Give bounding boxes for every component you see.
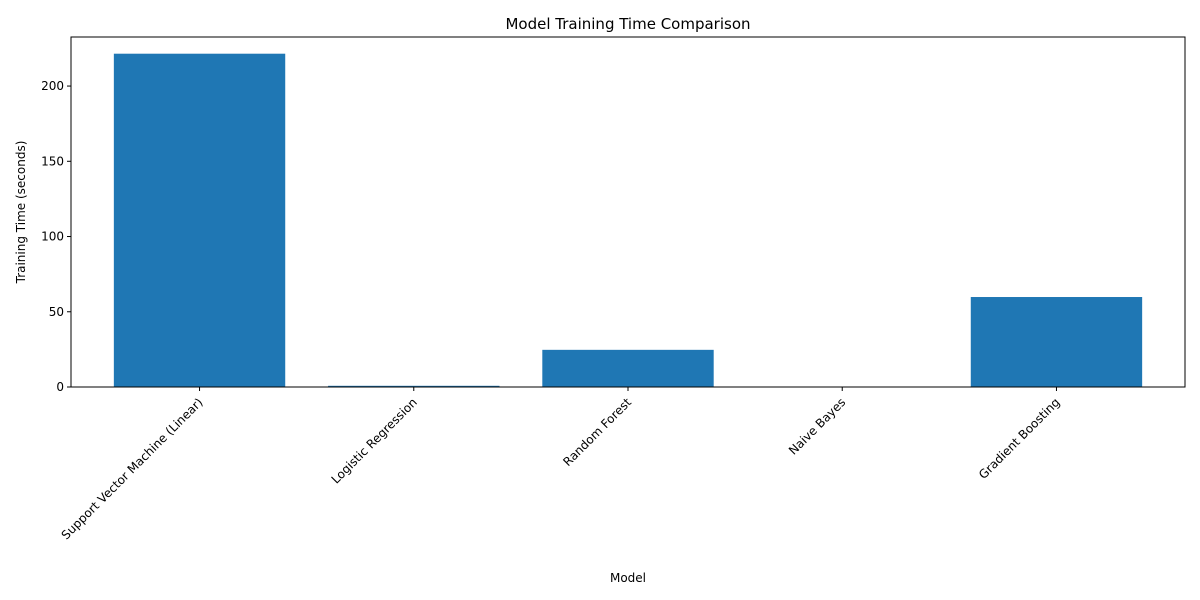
plot-frame [70, 36, 1186, 388]
y-axis: 0 50 100 150 200 [41, 79, 71, 394]
y-tick-label-1: 50 [49, 305, 64, 319]
chart-title: Model Training Time Comparison [505, 15, 750, 33]
x-tick-label-3: Naive Bayes [786, 395, 848, 457]
bars-group [113, 53, 1143, 388]
bar-2 [542, 349, 714, 387]
y-axis-label: Training Time (seconds) [14, 141, 28, 285]
bar-4 [970, 297, 1143, 387]
y-tick-label-0: 0 [56, 380, 64, 394]
x-tick-label-4: Gradient Boosting [976, 395, 1063, 482]
y-tick-label-2: 100 [41, 230, 64, 244]
y-tick-label-3: 150 [41, 154, 64, 168]
bar-0 [113, 53, 286, 388]
y-tick-label-4: 200 [41, 79, 64, 93]
x-axis: Support Vector Machine (Linear) Logistic … [59, 387, 1063, 542]
x-tick-label-0: Support Vector Machine (Linear) [59, 395, 206, 542]
x-tick-label-1: Logistic Regression [329, 395, 420, 486]
x-tick-label-2: Random Forest [560, 395, 634, 469]
x-axis-label: Model [610, 571, 646, 585]
bar-1 [328, 385, 500, 387]
